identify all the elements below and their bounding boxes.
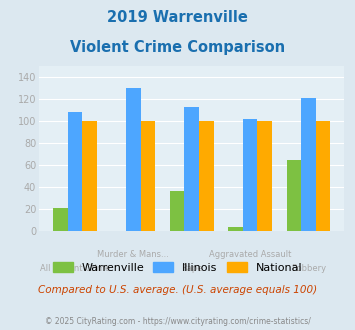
Text: © 2025 CityRating.com - https://www.cityrating.com/crime-statistics/: © 2025 CityRating.com - https://www.city… (45, 317, 310, 326)
Bar (53, 208, 67, 231)
Bar (199, 121, 214, 231)
Bar (126, 88, 141, 231)
Bar (286, 159, 301, 231)
Bar (257, 121, 272, 231)
Text: All Violent Crime: All Violent Crime (40, 264, 110, 273)
Bar (316, 121, 331, 231)
Text: Rape: Rape (181, 264, 202, 273)
Text: Murder & Mans...: Murder & Mans... (97, 250, 169, 259)
Text: 2019 Warrenville: 2019 Warrenville (107, 10, 248, 25)
Text: Compared to U.S. average. (U.S. average equals 100): Compared to U.S. average. (U.S. average … (38, 285, 317, 295)
Text: Violent Crime Comparison: Violent Crime Comparison (70, 40, 285, 54)
Bar (228, 227, 243, 231)
Text: Robbery: Robbery (291, 264, 326, 273)
Legend: Warrenville, Illinois, National: Warrenville, Illinois, National (49, 258, 306, 278)
Bar (67, 112, 82, 231)
Bar (301, 98, 316, 231)
Bar (82, 121, 97, 231)
Text: Aggravated Assault: Aggravated Assault (209, 250, 291, 259)
Bar (141, 121, 155, 231)
Bar (184, 107, 199, 231)
Bar (243, 119, 257, 231)
Bar (170, 191, 184, 231)
